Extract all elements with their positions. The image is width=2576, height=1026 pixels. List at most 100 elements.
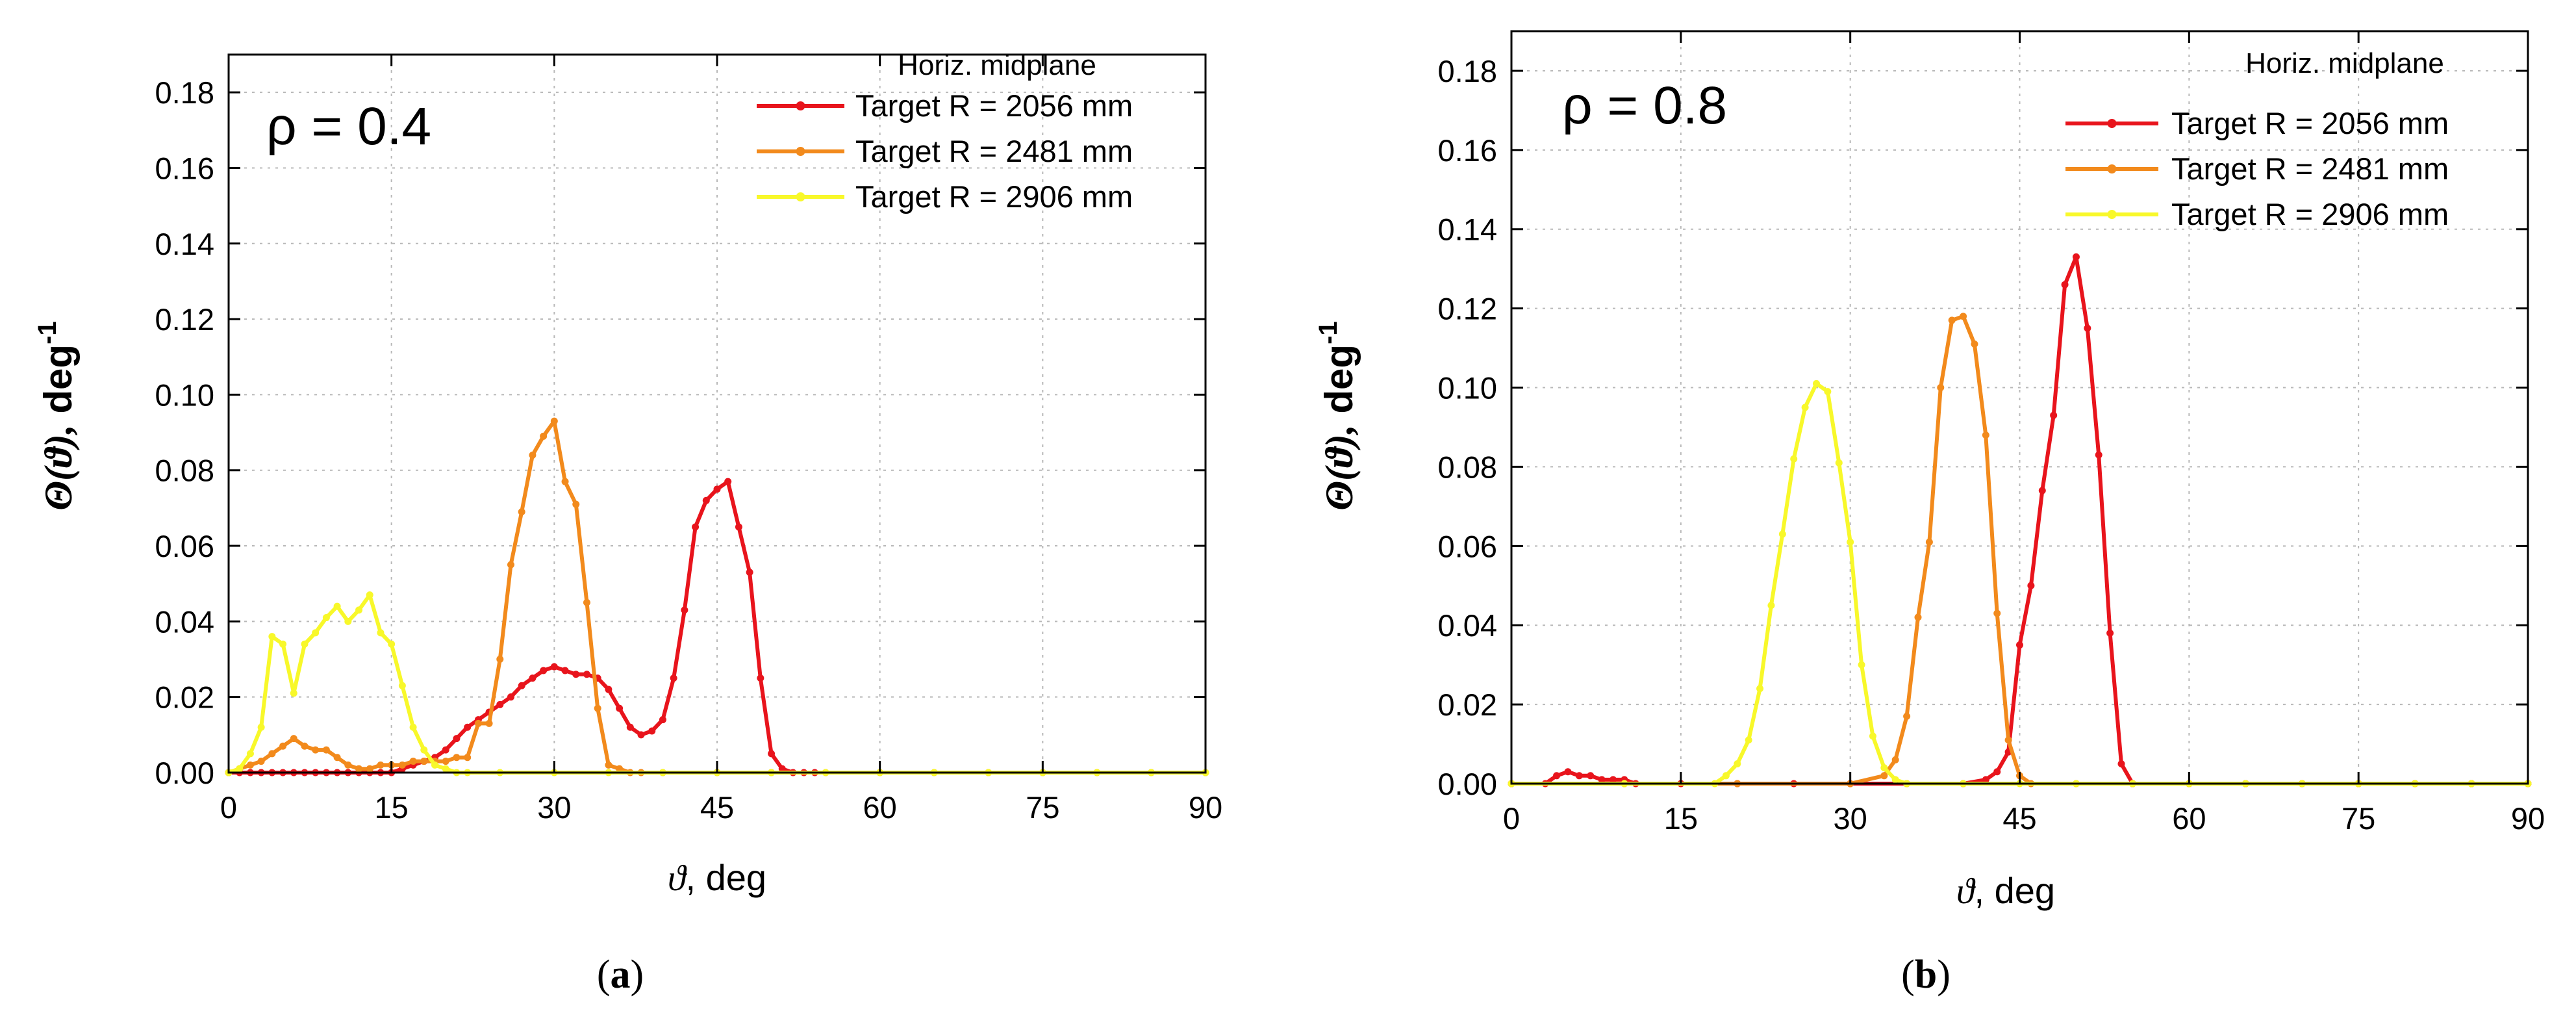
- data-point: [2117, 760, 2125, 768]
- y-axis-label: Θ(ϑ), deg-1: [33, 321, 80, 510]
- data-point: [746, 569, 753, 576]
- data-point: [322, 746, 330, 754]
- data-point: [246, 750, 254, 758]
- data-point: [398, 761, 406, 769]
- legend-marker: [796, 147, 805, 156]
- y-tick-label: 0.18: [155, 75, 214, 110]
- data-point: [1960, 313, 1967, 320]
- legend: Horiz. midplane Target R = 2056 mm Target …: [757, 49, 1133, 214]
- data-point: [518, 508, 525, 516]
- data-point: [529, 674, 537, 682]
- data-point: [388, 640, 396, 648]
- series-3: [225, 591, 1209, 776]
- data-point: [2095, 451, 2102, 459]
- y-tick-label: 0.02: [1438, 687, 1497, 722]
- data-point: [312, 629, 320, 637]
- data-point: [2004, 736, 2012, 744]
- x-tick-label: 45: [700, 790, 734, 825]
- legend-label: Target R = 2481 mm: [2171, 151, 2449, 186]
- series-line: [1511, 314, 2528, 786]
- data-point: [1858, 661, 1865, 669]
- data-point: [1993, 609, 2001, 617]
- rho-annotation: ρ = 0.8: [1562, 76, 1727, 135]
- chart-panel-a: 0 15 30 45 60 75 90 0.00 0.02 0.04 0.06 0.08 0.10 0.1…: [33, 49, 1222, 997]
- data-point: [1971, 340, 1978, 348]
- data-point: [670, 674, 677, 682]
- data-point: [2038, 487, 2046, 494]
- axes: 0 15 30 45 60 75 90 0.00 0.02 0.04 0.06 0.08 0.10 0.1…: [1438, 31, 2545, 836]
- data-point: [442, 758, 449, 765]
- y-axis-label: Θ(ϑ), deg-1: [1314, 321, 1361, 510]
- data-point: [1891, 776, 1899, 784]
- data-point: [1756, 685, 1764, 693]
- data-point: [322, 614, 330, 622]
- data-point: [702, 496, 710, 504]
- y-tick-label: 0.14: [155, 227, 214, 261]
- data-point: [572, 671, 580, 678]
- panel-label: (b): [1901, 953, 1951, 997]
- axes: 0 15 30 45 60 75 90 0.00 0.02 0.04 0.06 0.08 0.10 0.1…: [155, 55, 1222, 825]
- data-point: [2072, 253, 2080, 261]
- data-point: [572, 500, 580, 508]
- legend-label: Target R = 2906 mm: [2171, 197, 2449, 231]
- y-tick-label: 0.00: [155, 756, 214, 790]
- data-point: [583, 598, 590, 606]
- data-point: [268, 750, 276, 758]
- data-point: [713, 485, 721, 493]
- series-1: [1508, 253, 2532, 788]
- legend-label: Target R = 2056 mm: [855, 88, 1133, 123]
- data-point: [757, 674, 764, 682]
- data-point: [2016, 641, 2023, 649]
- data-point: [409, 758, 417, 765]
- legend-marker: [796, 101, 805, 110]
- series-line: [1511, 381, 2528, 786]
- data-point: [2061, 281, 2069, 289]
- data-point: [659, 716, 666, 724]
- legend-item: Target R = 2056 mm: [2065, 106, 2449, 140]
- data-point: [1903, 712, 1911, 720]
- x-tick-label: 60: [863, 790, 897, 825]
- data-point: [279, 640, 287, 648]
- data-point: [540, 432, 548, 440]
- data-point: [681, 606, 688, 614]
- data-point: [2050, 411, 2058, 419]
- data-point: [1553, 772, 1561, 780]
- data-point: [485, 719, 493, 727]
- series-1: [225, 478, 818, 776]
- data-point: [605, 686, 612, 693]
- data-point: [1982, 431, 1989, 439]
- data-point: [648, 727, 656, 735]
- data-point: [1925, 538, 1933, 546]
- y-tick-label: 0.06: [155, 529, 214, 563]
- data-point: [518, 682, 525, 689]
- x-tick-label: 45: [2002, 801, 2036, 836]
- data-point: [561, 478, 569, 485]
- x-tick-label: 75: [2342, 801, 2375, 836]
- legend-title: Horiz. midplane: [898, 49, 1096, 81]
- data-point: [1564, 768, 1572, 776]
- y-tick-label: 0.04: [155, 604, 214, 639]
- data-point: [474, 719, 482, 727]
- data-point: [1587, 772, 1595, 780]
- data-point: [778, 765, 786, 773]
- y-tick-label: 0.06: [1438, 529, 1497, 563]
- data-point: [377, 761, 385, 769]
- data-point: [1734, 760, 1741, 768]
- data-point: [1598, 776, 1606, 784]
- data-point: [420, 746, 428, 754]
- x-tick-label: 60: [2172, 801, 2206, 836]
- data-point: [464, 723, 472, 731]
- data-point: [301, 640, 309, 648]
- data-point: [507, 561, 514, 569]
- data-point: [1790, 455, 1798, 463]
- panel-label: (a): [597, 953, 644, 997]
- data-point: [1891, 756, 1899, 763]
- data-point: [2084, 324, 2091, 332]
- data-point: [355, 606, 363, 614]
- data-point: [496, 656, 504, 663]
- data-point: [724, 478, 732, 485]
- x-tick-label: 0: [1503, 801, 1520, 836]
- y-tick-label: 0.10: [155, 378, 214, 412]
- data-point: [355, 765, 363, 773]
